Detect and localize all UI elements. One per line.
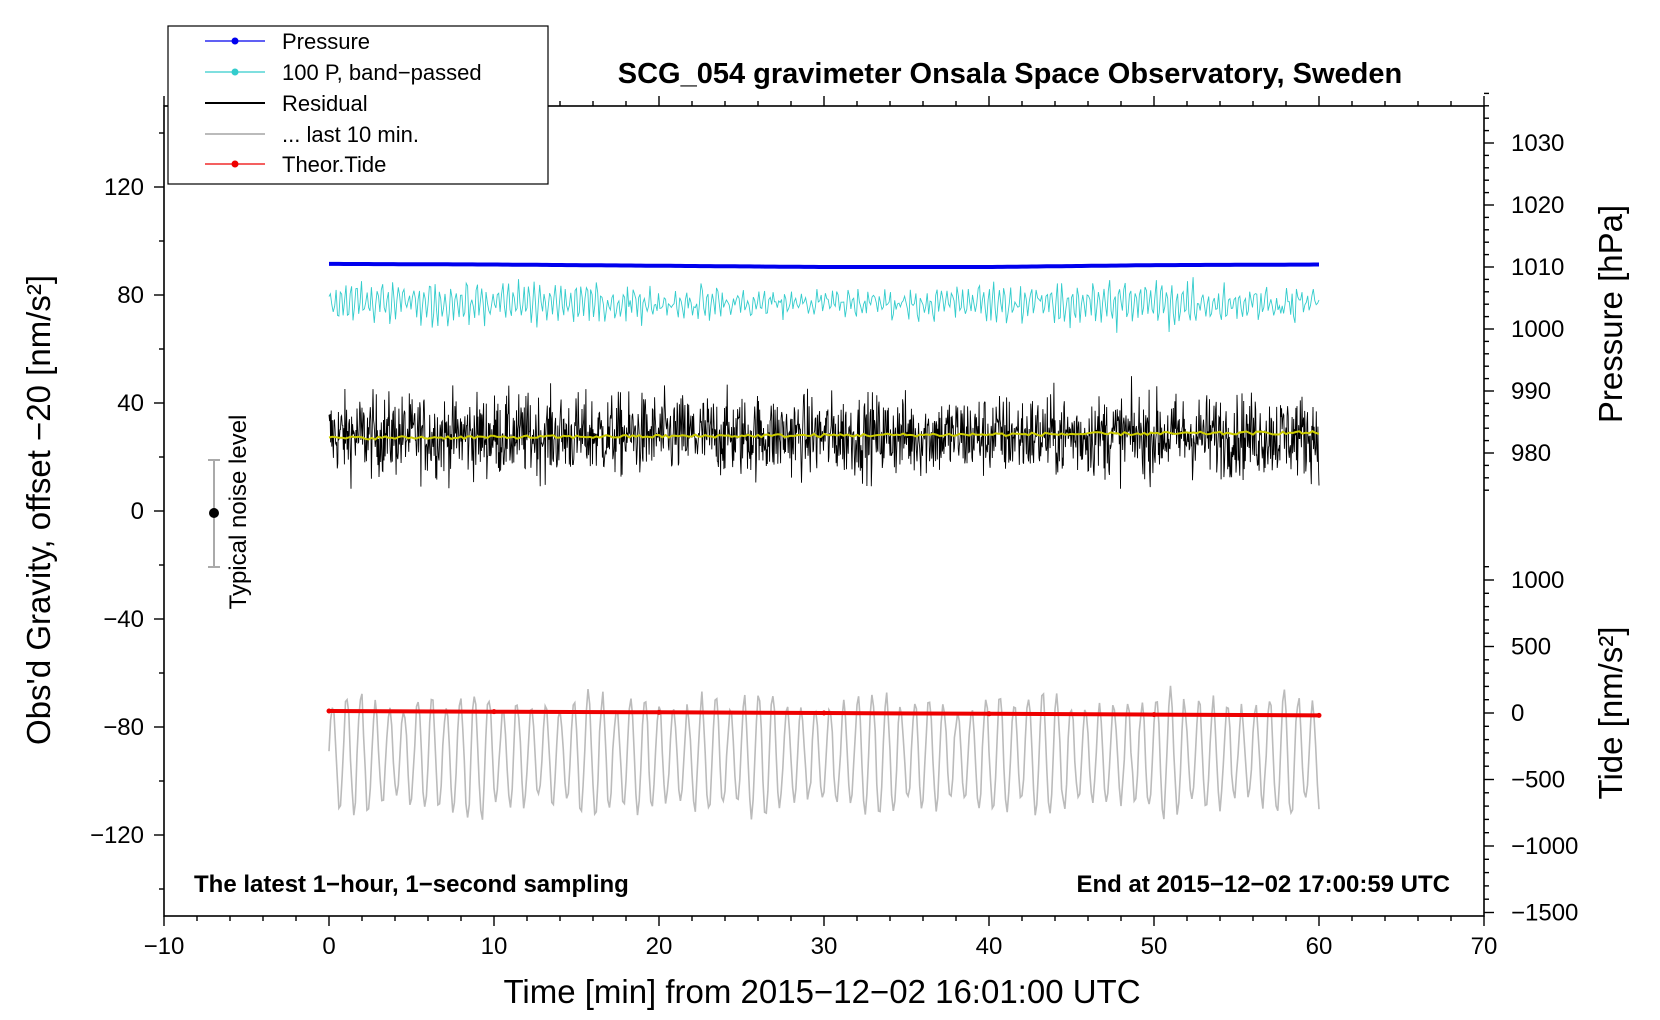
legend-entry-residual: Residual — [205, 91, 368, 116]
legend-marker-pressure — [231, 37, 239, 45]
annotation-end-time: End at 2015−12−02 17:00:59 UTC — [1076, 871, 1450, 898]
legend-label-residual: Residual — [282, 91, 368, 116]
tide-point — [656, 709, 662, 715]
tide-point — [821, 710, 827, 716]
x-tick-label: 30 — [811, 933, 838, 960]
x-tick-label: 20 — [646, 933, 673, 960]
tide-tick-label: 0 — [1511, 700, 1524, 727]
legend-marker-tide — [231, 160, 239, 168]
pressure-tick-label: 1030 — [1511, 130, 1564, 157]
tide-point — [1151, 712, 1157, 718]
legend-entry-pressure: Pressure — [205, 29, 370, 54]
legend-label-tide: Theor.Tide — [282, 152, 386, 177]
legend-marker-bandpassed — [231, 68, 239, 76]
pressure-tick-label: 990 — [1511, 378, 1551, 405]
pressure-tick-label: 1020 — [1511, 192, 1564, 219]
x-tick-label: 10 — [481, 933, 508, 960]
tide-tick-label: 500 — [1511, 634, 1551, 661]
y-axis-label-tide: Tide [nm/s²] — [1592, 627, 1629, 800]
legend: Pressure 100 P, band−passed Residual ...… — [167, 25, 549, 185]
legend-box — [167, 25, 549, 185]
x-tick-label: 60 — [1306, 933, 1333, 960]
y-tick-label: −120 — [90, 822, 144, 849]
legend-entry-tide: Theor.Tide — [205, 152, 386, 177]
legend-label-bandpassed: 100 P, band−passed — [282, 60, 482, 85]
legend-entry-bandpassed: 100 P, band−passed — [205, 60, 482, 85]
residual-smoothed-line — [328, 430, 1320, 441]
x-axis-label: Time [min] from 2015−12−02 16:01:00 UTC — [503, 973, 1140, 1010]
legend-entry-last10: ... last 10 min. — [205, 122, 419, 147]
y-tick-label: −80 — [103, 714, 144, 741]
pressure-line — [329, 261, 1319, 269]
noise-level-indicator: Typical noise level — [208, 415, 252, 610]
y-axis-label-left: Obs'd Gravity, offset −20 [nm/s²] — [20, 275, 57, 745]
tide-tick-label: −1000 — [1511, 833, 1578, 860]
y-tick-label: −40 — [103, 606, 144, 633]
y-axis-label-pressure: Pressure [hPa] — [1592, 205, 1629, 423]
x-tick-label: 0 — [322, 933, 335, 960]
last-10-min-line — [328, 685, 1320, 820]
noise-label: Typical noise level — [225, 415, 252, 610]
legend-label-pressure: Pressure — [282, 29, 370, 54]
pressure-tick-label: 980 — [1511, 440, 1551, 467]
tide-point — [491, 709, 497, 715]
tide-tick-label: −500 — [1511, 767, 1565, 794]
annotation-sampling: The latest 1−hour, 1−second sampling — [194, 871, 629, 898]
tide-tick-label: −1500 — [1511, 900, 1578, 927]
y-tick-label: 120 — [104, 174, 144, 201]
pressure-tick-label: 1000 — [1511, 316, 1564, 343]
y-tick-label: 40 — [117, 390, 144, 417]
pressure-tick-label: 1010 — [1511, 254, 1564, 281]
y-tick-label: 0 — [131, 498, 144, 525]
axes: −10 0 10 20 30 40 50 60 7012080400−40−80−1201030… — [90, 92, 1578, 960]
x-tick-label: 70 — [1471, 933, 1498, 960]
tide-point — [986, 711, 992, 717]
tide-point — [1316, 712, 1322, 718]
residual-line — [328, 376, 1320, 489]
y-tick-label: 80 — [117, 282, 144, 309]
chart-title: SCG_054 gravimeter Onsala Space Observat… — [618, 58, 1402, 90]
x-tick-label: 40 — [976, 933, 1003, 960]
tide-tick-label: 1000 — [1511, 567, 1564, 594]
tide-point — [326, 708, 332, 714]
series — [326, 261, 1322, 820]
bandpassed-pressure-line — [328, 277, 1320, 333]
noise-center-dot — [209, 508, 219, 518]
x-tick-label: −10 — [144, 933, 185, 960]
legend-label-last10: ... last 10 min. — [282, 122, 419, 147]
x-tick-label: 50 — [1141, 933, 1168, 960]
